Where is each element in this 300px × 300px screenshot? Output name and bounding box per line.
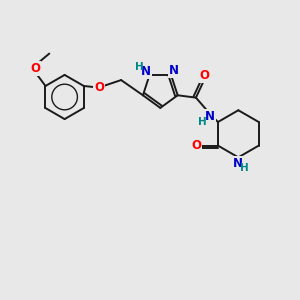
Text: N: N	[141, 65, 151, 78]
Text: O: O	[94, 81, 104, 94]
Text: N: N	[205, 110, 215, 123]
Text: H: H	[240, 163, 249, 173]
Text: O: O	[191, 139, 201, 152]
Text: H: H	[198, 117, 207, 128]
Text: O: O	[30, 62, 40, 75]
Text: N: N	[169, 64, 179, 77]
Text: H: H	[135, 61, 144, 72]
Text: O: O	[200, 69, 209, 82]
Text: N: N	[233, 157, 243, 170]
